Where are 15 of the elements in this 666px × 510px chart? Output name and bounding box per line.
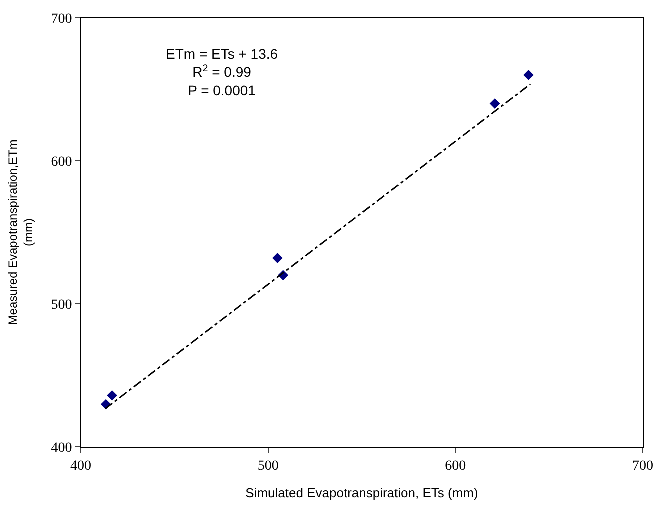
annotation: ETm = ETs + 13.6 R$^{2}$ = 0.99 P = 0.0001	[166, 46, 278, 98]
x-tick-label: 600	[445, 458, 466, 474]
y-tick-label: 700	[51, 12, 72, 27]
y-tick-label: 600	[51, 154, 72, 170]
y-tick-label: 400	[51, 440, 72, 456]
x-tick-label: 400	[70, 458, 92, 474]
point	[272, 253, 283, 264]
point	[490, 98, 500, 109]
point	[107, 390, 118, 401]
x-tick-label: 500	[258, 458, 279, 474]
x-axis-title: Simulated Evapotranspiration, ETs (mm)	[246, 485, 478, 500]
x-tick-label: 700	[632, 458, 654, 474]
y-axis-title: Measured Evapotranspiration,ETm (mm)	[6, 140, 36, 326]
point	[524, 70, 534, 80]
y-tick-label: 500	[51, 298, 72, 313]
